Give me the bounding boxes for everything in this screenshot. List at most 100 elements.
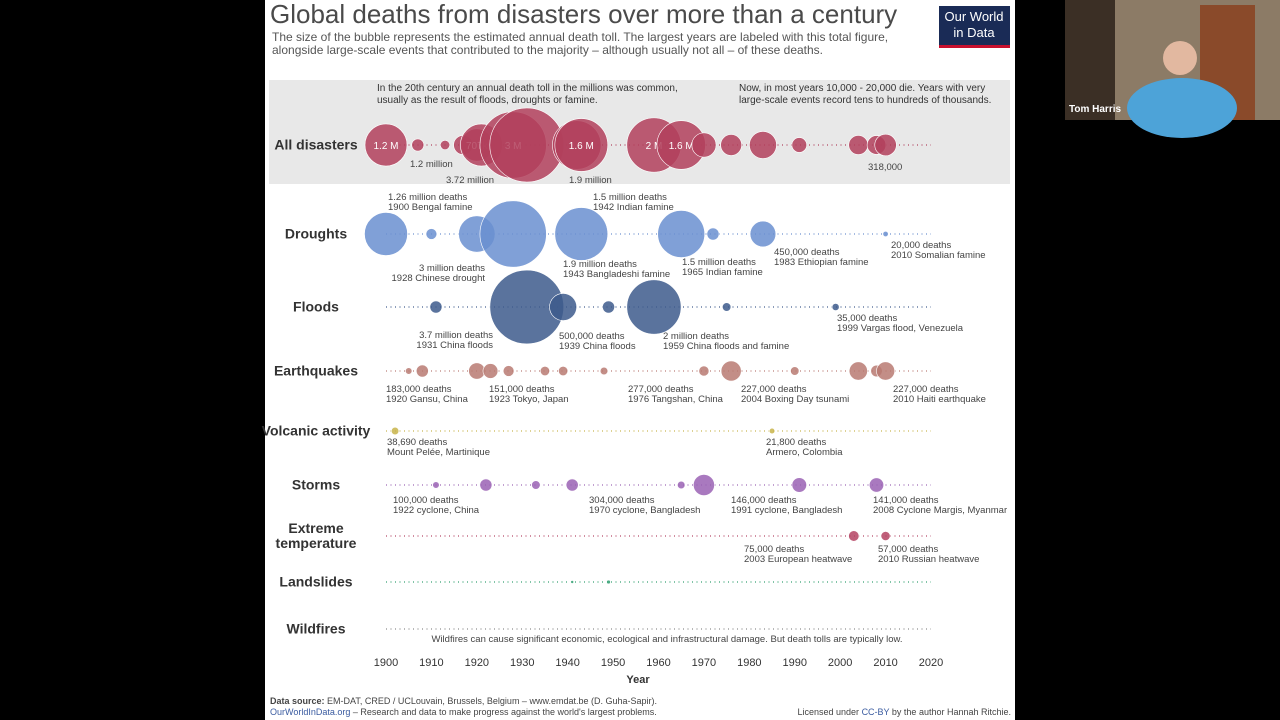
bubble [831,303,840,311]
annotation: 3.72 million [446,175,494,186]
annotation: 1970 cyclone, Bangladesh [589,505,700,516]
bubble [848,530,860,542]
bubble [693,474,715,496]
x-tick-label: 1980 [737,657,761,669]
annotation: 38,690 deaths [387,437,447,448]
annotation: 146,000 deaths [731,495,797,506]
bubble [626,279,682,335]
bubble [720,134,742,156]
note: Now, in most years 10,000 - 20,000 die. … [739,83,985,94]
annotation: 3.7 million deaths [419,330,493,341]
bubble [539,366,550,376]
annotation: 1922 cyclone, China [393,505,480,516]
source: EM-DAT, CRED / UCLouvain, Brussels, Belg… [327,696,657,706]
annotation: 57,000 deaths [878,544,938,555]
person-head [1163,41,1197,75]
license: Licensed under CC-BY by the author Hanna… [798,707,1012,717]
x-tick-label: 1910 [419,657,443,669]
annotation: 450,000 deaths [774,247,840,258]
site-link[interactable]: OurWorldInData.org [270,707,350,717]
annotation: 1900 Bengal famine [388,202,473,213]
bubble-label: 1.2 M [373,141,398,152]
annotation: 35,000 deaths [837,313,897,324]
annotation: 1943 Bangladeshi famine [563,269,670,280]
annotation: 1.5 million deaths [593,192,667,203]
bubble [722,302,732,312]
annotation: 1.5 million deaths [682,257,756,268]
bubble [570,580,575,584]
row-label: Earthquakes [273,362,359,379]
bubble [432,481,440,489]
annotation: Armero, Colombia [766,447,843,458]
x-tick-label: 2000 [828,657,852,669]
bubble [364,123,408,167]
bookshelf [1065,0,1115,120]
license-link[interactable]: CC-BY [862,707,890,717]
bubble [502,365,515,377]
annotation: 2010 Russian heatwave [878,554,979,565]
annotation: 2004 Boxing Day tsunami [741,394,849,405]
row-label: Droughts [284,225,348,242]
bubble [706,227,720,241]
note: large-scale events record tens to hundre… [739,95,991,106]
bubble [606,579,611,585]
note: usually as the result of floods, drought… [377,95,598,106]
x-tick-label: 1960 [646,657,670,669]
bubble [468,362,486,380]
annotation: 1920 Gansu, China [386,394,469,405]
bubble [415,364,429,378]
bubble [791,477,807,493]
x-axis-label: Year [626,674,650,686]
bubble [531,480,541,490]
bubble [791,137,808,153]
bubble [880,531,891,541]
bubble [768,427,776,435]
annotation: 1.9 million deaths [563,259,637,270]
bubble [599,366,609,376]
participant-name: Tom Harris [1069,104,1121,115]
row-label: Wildfires [286,620,346,637]
bubble [691,132,717,158]
annotation: 1.26 million deaths [388,192,467,203]
bubble [558,366,569,376]
footer: OurWorldInData.org – Research and data t… [270,707,657,717]
annotation: 1959 China floods and famine [663,341,789,352]
annotation: 227,000 deaths [893,384,959,395]
logo-text: in Data [953,25,995,40]
bubble [479,478,493,492]
bubble-label: 2 M [646,141,663,152]
bubble [405,367,413,375]
annotation: 151,000 deaths [489,384,555,395]
source-label: Data source: [270,696,325,706]
webcam: Tom Harris [1065,0,1280,138]
bubble [882,230,889,238]
annotation: 183,000 deaths [386,384,452,395]
license-text: Licensed under [798,707,860,717]
bubble [554,118,609,172]
annotation: 1.9 million [569,175,612,186]
annotation: 1991 cyclone, Bangladesh [731,505,842,516]
footer: Data source: EM-DAT, CRED / UCLouvain, B… [270,696,657,706]
subtitle: The size of the bubble represents the es… [272,30,888,44]
bubble [549,293,577,321]
annotation: 1939 China floods [559,341,636,352]
bubble [429,300,443,314]
annotation: 1965 Indian famine [682,267,763,278]
annotation: 318,000 [868,162,902,173]
bubble [657,210,706,258]
annotation: 304,000 deaths [589,495,655,506]
annotation: 227,000 deaths [741,384,807,395]
bubble-label: 1.6 M [569,141,594,152]
annotation: Wildfires can cause significant economic… [431,634,902,645]
person-shirt [1127,78,1237,138]
annotation: 2010 Haiti earthquake [893,394,986,405]
bubble [440,140,451,150]
bubble [554,207,609,261]
x-tick-label: 1950 [601,657,625,669]
site-text: – Research and data to make progress aga… [353,707,657,717]
x-tick-label: 1920 [465,657,489,669]
annotation: 1928 Chinese drought [392,273,486,284]
annotation: 1999 Vargas flood, Venezuela [837,323,964,334]
